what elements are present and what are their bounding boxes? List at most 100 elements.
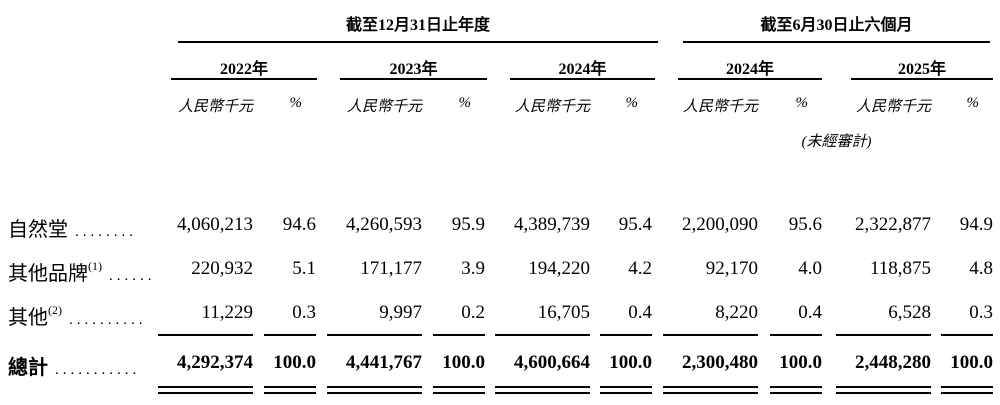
rmb-unit-header: 人民幣千元 — [346, 99, 422, 115]
percent-header: % — [966, 95, 980, 111]
row-label: 其他(2).......... — [8, 303, 147, 329]
cell-value: 2,448,280 — [855, 352, 931, 373]
cell-value: 2,322,877 — [855, 214, 931, 235]
total-double-rule — [941, 386, 993, 394]
cell-value: 100.0 — [609, 352, 652, 373]
cell-value: 94.6 — [282, 214, 316, 235]
year-rule — [510, 78, 655, 80]
cell-value: 0.3 — [292, 302, 316, 323]
cell-value: 4.0 — [798, 258, 822, 279]
cell-value: 4,292,374 — [177, 352, 253, 373]
cell-value: 100.0 — [950, 352, 993, 373]
rmb-unit-header: 人民幣千元 — [855, 99, 931, 115]
cell-value: 9,997 — [379, 302, 422, 323]
cell-value: 220,932 — [191, 258, 253, 279]
cell-value: 0.4 — [628, 302, 652, 323]
dot-leader: ...... — [109, 268, 156, 284]
cell-value: 4,260,593 — [346, 214, 422, 235]
percent-header: % — [289, 95, 303, 111]
cell-value: 4.8 — [969, 258, 993, 279]
interim-group-rule — [683, 41, 990, 43]
cell-value: 4.2 — [628, 258, 652, 279]
year-rule — [678, 78, 822, 80]
cell-value: 0.2 — [461, 302, 485, 323]
table-row-chando: 自然堂........ 4,060,213 94.6 4,260,593 95.… — [0, 213, 1000, 241]
cell-value: 5.1 — [292, 258, 316, 279]
year-rule — [340, 78, 487, 80]
table-row-others: 其他(2).......... 11,229 0.3 9,997 0.2 16,… — [0, 301, 1000, 329]
cell-value: 8,220 — [715, 302, 758, 323]
footnote-superscript: (2) — [48, 303, 62, 318]
subtotal-rule — [158, 334, 253, 336]
row-label: 其他品牌(1)...... — [8, 259, 156, 285]
cell-value: 171,177 — [360, 258, 422, 279]
total-double-rule — [264, 386, 316, 394]
cell-value: 100.0 — [273, 352, 316, 373]
percent-header: % — [795, 95, 809, 111]
total-double-rule — [433, 386, 485, 394]
subtotal-rule — [433, 334, 485, 336]
dot-leader: ........ — [75, 224, 137, 240]
year-header-2023: 2023年 — [389, 61, 438, 78]
year-rule — [851, 78, 993, 80]
cell-value: 4,060,213 — [177, 214, 253, 235]
subtotal-rule — [941, 334, 993, 336]
total-double-rule — [663, 386, 758, 394]
total-double-rule — [770, 386, 822, 394]
annual-group-rule — [178, 41, 658, 43]
cell-value: 95.9 — [451, 214, 485, 235]
table-row-other-brands: 其他品牌(1)...... 220,932 5.1 171,177 3.9 19… — [0, 257, 1000, 285]
total-double-rule — [600, 386, 652, 394]
cell-value: 100.0 — [779, 352, 822, 373]
annual-group-title: 截至12月31日止年度 — [345, 17, 490, 34]
cell-value: 16,705 — [537, 302, 590, 323]
cell-value: 6,528 — [888, 302, 931, 323]
cell-value: 3.9 — [461, 258, 485, 279]
percent-header: % — [458, 95, 472, 111]
unaudited-note: (未經審計) — [801, 134, 872, 150]
subtotal-rule — [327, 334, 422, 336]
cell-value: 100.0 — [442, 352, 485, 373]
cell-value: 95.4 — [618, 214, 652, 235]
subtotal-rule — [663, 334, 758, 336]
cell-value: 0.4 — [798, 302, 822, 323]
rmb-unit-header: 人民幣千元 — [514, 99, 590, 115]
year-header-2024: 2024年 — [558, 61, 607, 78]
footnote-superscript: (1) — [88, 259, 102, 274]
row-label: 總計........... — [8, 357, 141, 379]
total-double-rule — [836, 386, 931, 394]
cell-value: 4,600,664 — [514, 352, 590, 373]
subtotal-rule — [836, 334, 931, 336]
total-double-rule — [158, 386, 253, 394]
dot-leader: .......... — [69, 312, 147, 328]
year-rule — [171, 78, 317, 80]
cell-value: 4,389,739 — [514, 214, 590, 235]
cell-value: 0.3 — [969, 302, 993, 323]
cell-value: 4,441,767 — [346, 352, 422, 373]
total-double-rule — [495, 386, 590, 394]
year-header-2022: 2022年 — [219, 61, 268, 78]
interim-group-title: 截至6月30日止六個月 — [760, 17, 913, 34]
row-label: 自然堂........ — [8, 219, 137, 241]
table-row-total: 總計........... 4,292,374 100.0 4,441,767 … — [0, 351, 1000, 379]
cell-value: 194,220 — [528, 258, 590, 279]
year-header-2025-interim: 2025年 — [897, 61, 946, 78]
cell-value: 92,170 — [705, 258, 758, 279]
cell-value: 2,300,480 — [682, 352, 758, 373]
subtotal-rule — [600, 334, 652, 336]
year-header-2024-interim: 2024年 — [725, 61, 774, 78]
dot-leader: ........... — [55, 362, 141, 378]
rmb-unit-header: 人民幣千元 — [682, 99, 758, 115]
cell-value: 94.9 — [959, 214, 993, 235]
total-double-rule — [327, 386, 422, 394]
rmb-unit-header: 人民幣千元 — [177, 99, 253, 115]
subtotal-rule — [264, 334, 316, 336]
cell-value: 95.6 — [788, 214, 822, 235]
subtotal-rule — [495, 334, 590, 336]
cell-value: 2,200,090 — [682, 214, 758, 235]
subtotal-rule — [770, 334, 822, 336]
percent-header: % — [625, 95, 639, 111]
cell-value: 118,875 — [869, 258, 931, 279]
cell-value: 11,229 — [201, 302, 253, 323]
